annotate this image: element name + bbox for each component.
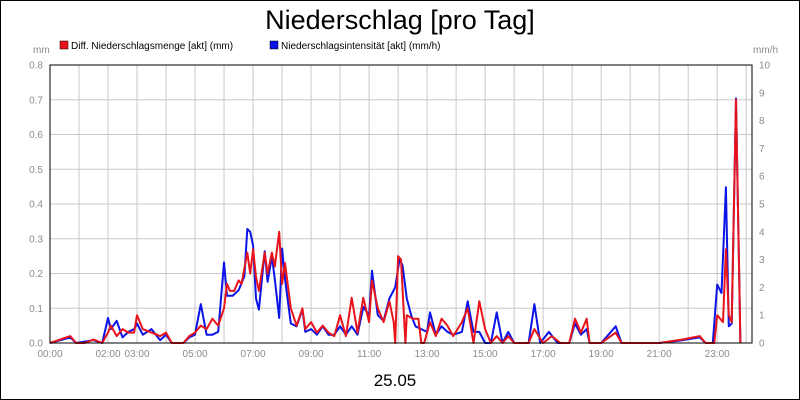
legend-label-menge: Diff. Niederschlagsmenge [akt] (mm) — [71, 41, 233, 52]
y-right-tick-label: 4 — [759, 227, 765, 238]
y-right-tick-label: 2 — [759, 283, 765, 294]
x-tick-label: 02:00 — [96, 349, 121, 360]
y-right-tick-label: 7 — [759, 144, 765, 155]
x-tick-label: 21:00 — [647, 349, 672, 360]
y-left-tick-label: 0.0 — [29, 339, 43, 350]
x-tick-label: 15:00 — [473, 349, 498, 360]
y-right-tick-label: 1 — [759, 311, 765, 322]
x-tick-label: 03:00 — [125, 349, 150, 360]
tick-labels: 0.0 0.1 0.2 0.3 0.4 0.5 0.6 0.7 0.8 0 1 2 3 4 5 6 7 8 9 10 0… — [29, 61, 770, 361]
y-right-tick-label: 6 — [759, 172, 765, 183]
x-tick-label: 09:00 — [299, 349, 324, 360]
x-tick-label: 19:00 — [589, 349, 614, 360]
y-left-tick-label: 0.3 — [29, 234, 43, 245]
x-tick-label: 00:00 — [37, 349, 62, 360]
x-tick-label: 05:00 — [183, 349, 208, 360]
y-left-tick-label: 0.8 — [29, 61, 43, 72]
x-tick-label: 07:00 — [241, 349, 266, 360]
x-tick-label: 23:00 — [705, 349, 730, 360]
legend-swatch-intensitaet — [269, 40, 279, 50]
y-right-tick-label: 10 — [759, 61, 771, 72]
legend-swatch-menge — [59, 40, 69, 50]
x-tick-label: 11:00 — [357, 349, 382, 360]
y-right-tick-label: 5 — [759, 200, 765, 211]
chart-title: Niederschlag [pro Tag] — [265, 5, 535, 35]
y-right-tick-label: 0 — [759, 339, 765, 350]
y-left-tick-label: 0.4 — [29, 200, 43, 211]
y-left-unit: mm — [33, 45, 50, 56]
y-left-tick-label: 0.7 — [29, 95, 43, 106]
y-right-tick-label: 9 — [759, 88, 765, 99]
date-label: 25.05 — [374, 371, 417, 390]
y-left-tick-label: 0.5 — [29, 165, 43, 176]
y-left-tick-label: 0.2 — [29, 269, 43, 280]
y-left-tick-label: 0.1 — [29, 304, 43, 315]
legend-label-intensitaet: Niederschlagsintensität [akt] (mm/h) — [281, 41, 441, 52]
y-right-tick-label: 3 — [759, 255, 765, 266]
y-right-tick-label: 8 — [759, 116, 765, 127]
x-tick-label: 17:00 — [531, 349, 556, 360]
y-left-tick-label: 0.6 — [29, 130, 43, 141]
plot-border — [49, 64, 753, 344]
x-tick-label: 13:00 — [415, 349, 440, 360]
y-right-unit: mm/h — [753, 45, 778, 56]
